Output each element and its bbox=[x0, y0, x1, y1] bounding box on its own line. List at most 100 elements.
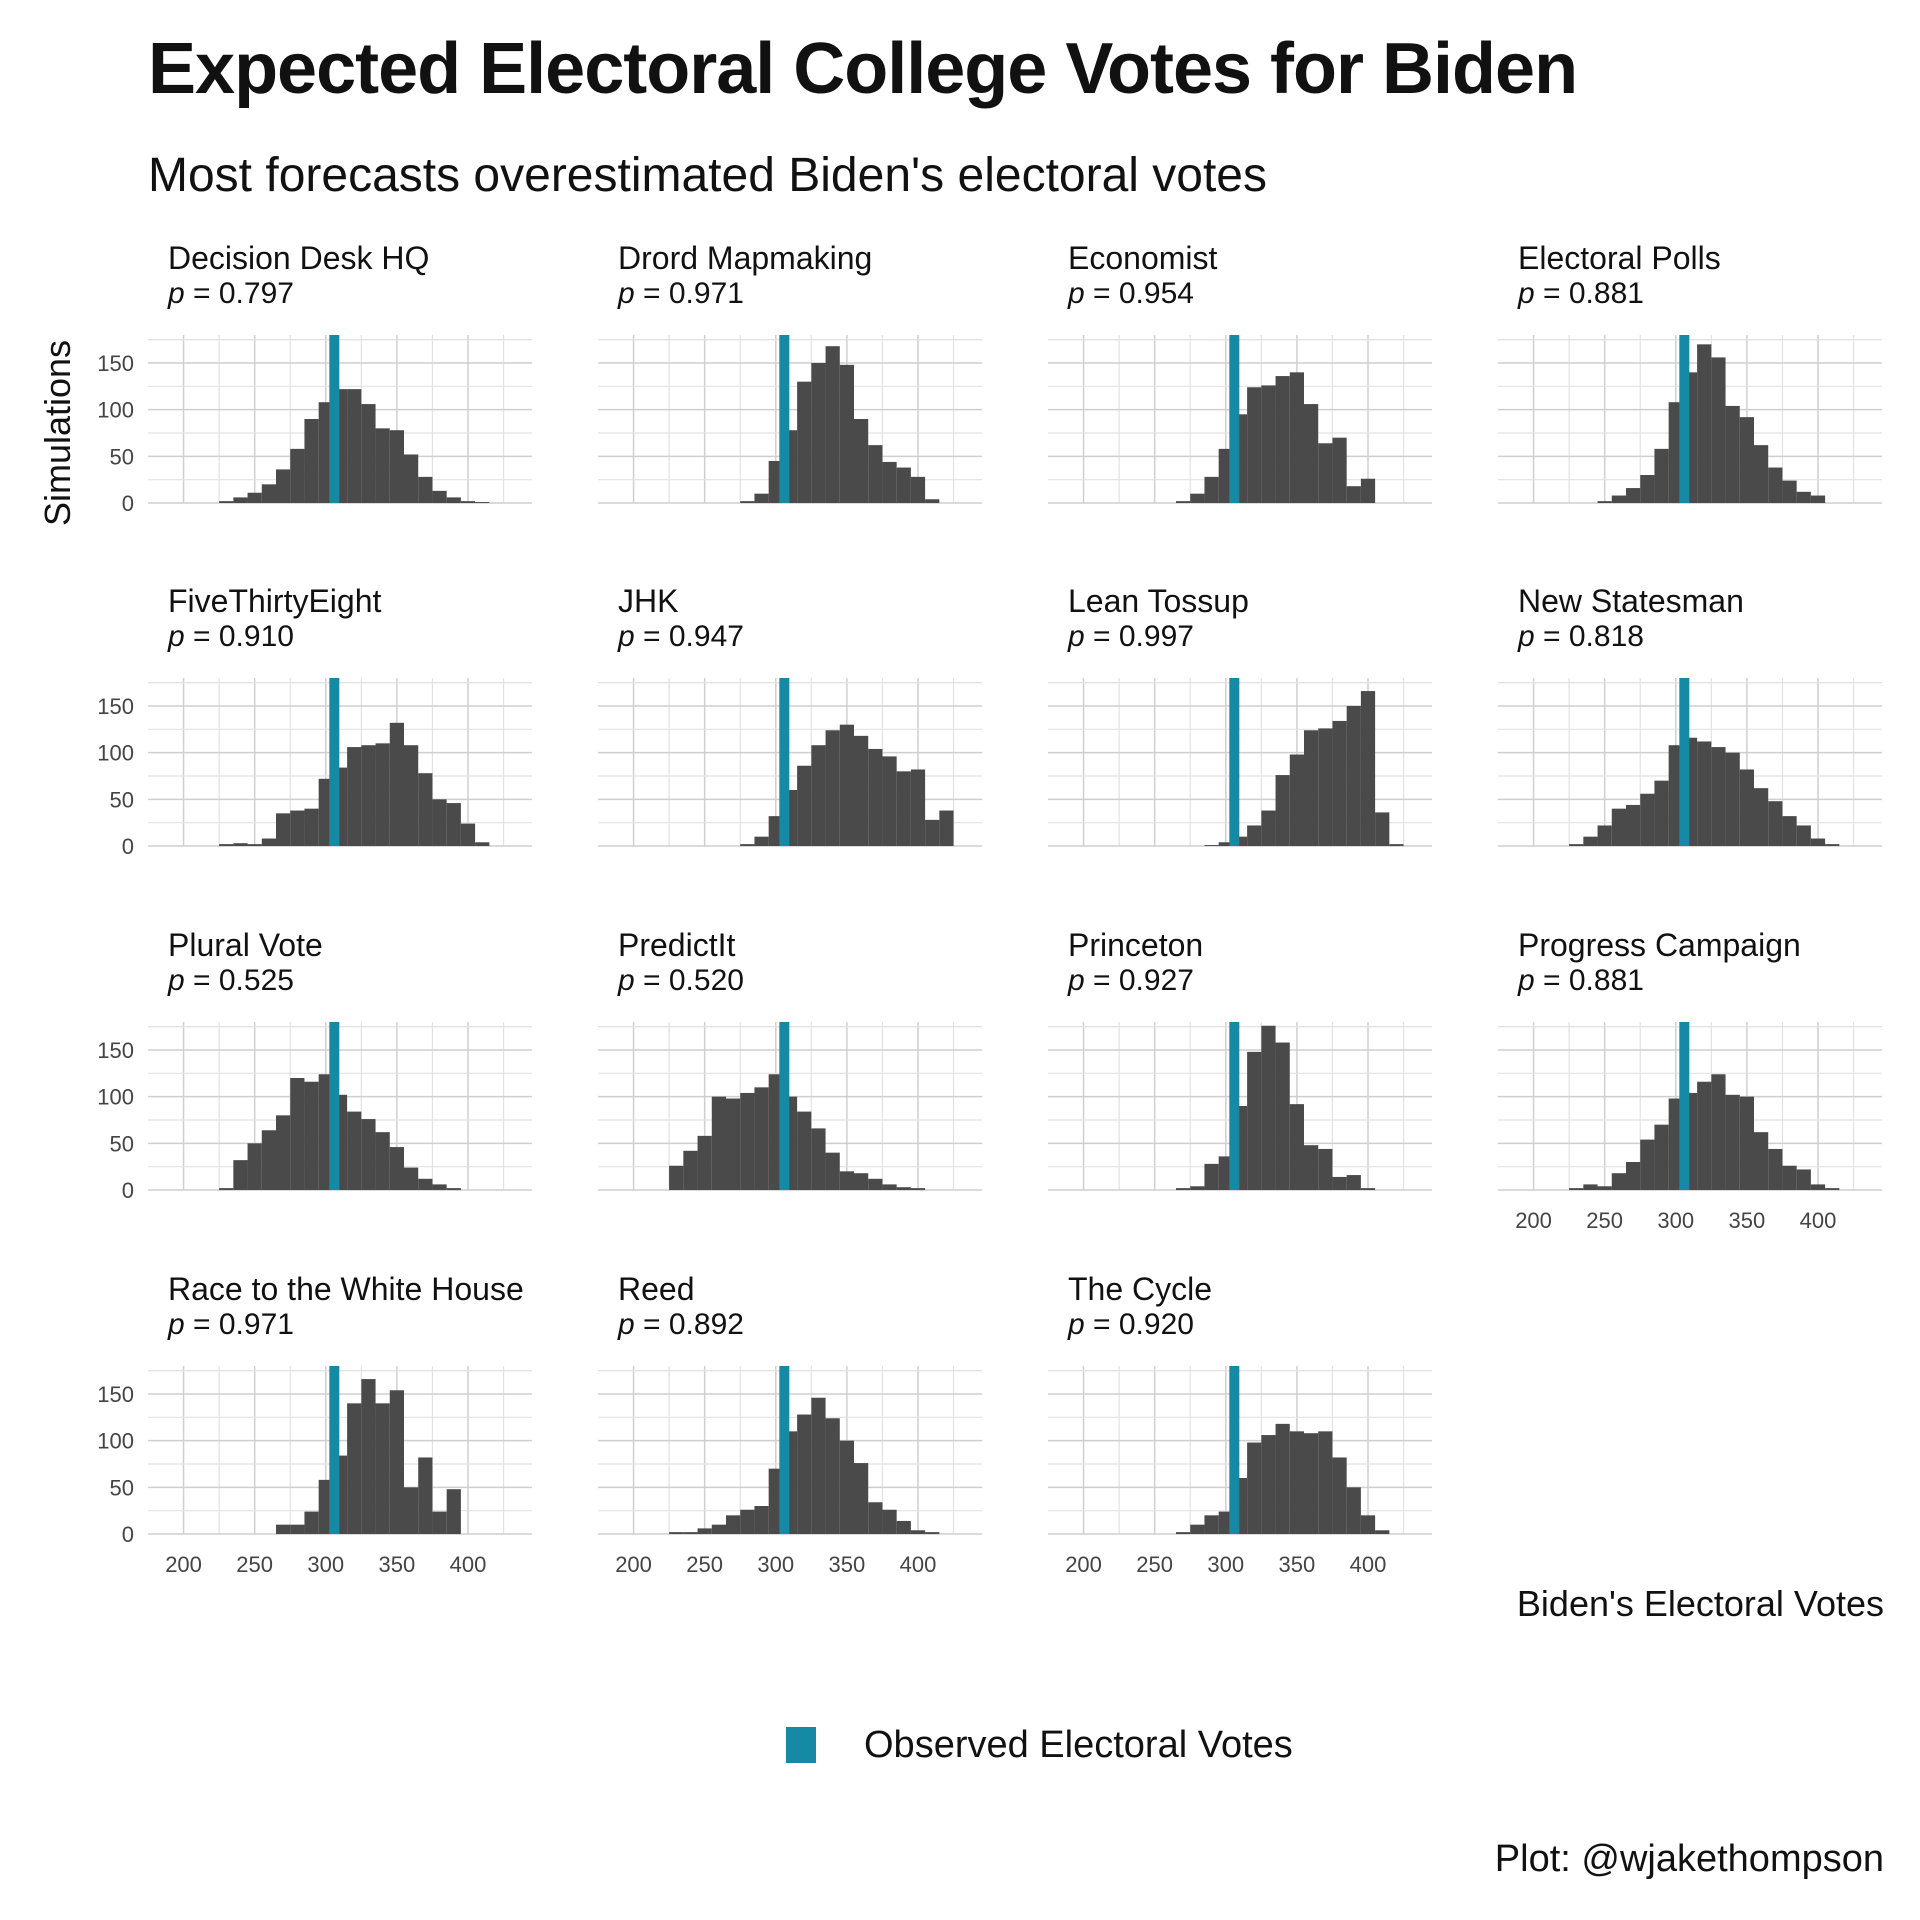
histogram-bar bbox=[868, 748, 883, 846]
y-tick-label: 150 bbox=[97, 1038, 134, 1063]
histogram-bar bbox=[1739, 769, 1754, 846]
p-value-label: p = 0.881 bbox=[1517, 964, 1644, 997]
histogram-bar bbox=[1810, 495, 1826, 503]
observed-votes-line bbox=[1679, 1022, 1690, 1190]
histogram-bar bbox=[925, 819, 940, 846]
histogram-bar bbox=[1346, 486, 1361, 503]
histogram-bar bbox=[1332, 1457, 1347, 1534]
histogram-bar bbox=[1375, 812, 1390, 846]
histogram-bar bbox=[261, 838, 276, 846]
histogram-bar bbox=[1232, 836, 1248, 846]
y-tick-label: 50 bbox=[110, 444, 134, 469]
y-tick-label: 100 bbox=[97, 741, 134, 766]
histogram-bar bbox=[389, 430, 404, 503]
histogram-bar bbox=[896, 1520, 911, 1534]
histogram-bar bbox=[726, 1098, 741, 1190]
histogram-bar bbox=[854, 1173, 869, 1190]
histogram-bar bbox=[1318, 1148, 1333, 1190]
histogram-bar bbox=[1346, 706, 1361, 846]
histogram-bar bbox=[868, 1502, 883, 1534]
histogram-bar bbox=[1640, 475, 1655, 503]
histogram-bar bbox=[1332, 1176, 1347, 1190]
histogram-bar bbox=[697, 1528, 712, 1534]
histogram-bar bbox=[1711, 357, 1726, 503]
p-value-label: p = 0.892 bbox=[617, 1308, 744, 1341]
histogram-bar bbox=[290, 448, 305, 503]
histogram-bar bbox=[347, 1403, 362, 1534]
histogram-bar bbox=[1782, 816, 1797, 846]
histogram-bar bbox=[404, 454, 419, 503]
histogram-bar bbox=[375, 1132, 390, 1190]
histogram-bar bbox=[276, 813, 291, 846]
p-value-label: p = 0.971 bbox=[617, 277, 744, 310]
x-tick-label: 200 bbox=[1065, 1552, 1102, 1577]
histogram-bar bbox=[446, 1188, 461, 1190]
x-tick-label: 400 bbox=[1800, 1208, 1837, 1233]
observed-votes-line bbox=[329, 678, 340, 846]
panel-title: Lean Tossup bbox=[1068, 583, 1249, 619]
histogram-bar bbox=[825, 346, 840, 503]
histogram-bar bbox=[1289, 1431, 1304, 1534]
panel-title: Economist bbox=[1068, 240, 1218, 276]
histogram-bar bbox=[1247, 387, 1262, 503]
histogram-bar bbox=[418, 773, 433, 846]
legend-key-observed bbox=[786, 1727, 816, 1763]
histogram-bar bbox=[1654, 780, 1669, 846]
histogram-bar bbox=[1304, 404, 1319, 503]
observed-votes-line bbox=[1229, 678, 1240, 846]
histogram-bar bbox=[740, 1509, 755, 1534]
histogram-bar bbox=[1275, 376, 1290, 503]
histogram-bar bbox=[1289, 754, 1304, 846]
histogram-bar bbox=[247, 1143, 262, 1190]
histogram-bar bbox=[1782, 480, 1797, 503]
histogram-bar bbox=[347, 389, 362, 503]
x-tick-label: 250 bbox=[1136, 1552, 1173, 1577]
histogram-bar bbox=[1640, 793, 1655, 846]
histogram-bar bbox=[1275, 1423, 1290, 1534]
histogram-bar bbox=[1569, 1188, 1584, 1190]
histogram-bar bbox=[925, 1532, 940, 1534]
x-tick-label: 400 bbox=[1350, 1552, 1387, 1577]
histogram-bar bbox=[1360, 478, 1376, 503]
histogram-bar bbox=[1375, 1530, 1390, 1534]
histogram-bar bbox=[896, 467, 911, 503]
histogram-bar bbox=[910, 769, 926, 846]
histogram-bar bbox=[1768, 1148, 1783, 1190]
histogram-bar bbox=[1304, 1145, 1319, 1190]
histogram-bar bbox=[839, 364, 854, 503]
histogram-bar bbox=[418, 1178, 433, 1190]
histogram-bar bbox=[1304, 730, 1319, 846]
histogram-bar bbox=[418, 1457, 433, 1534]
histogram-bar bbox=[1810, 1184, 1826, 1190]
histogram-bar bbox=[1204, 1515, 1219, 1534]
histogram-bar bbox=[276, 1115, 291, 1190]
observed-votes-line bbox=[329, 1366, 340, 1534]
histogram-bar bbox=[1654, 1124, 1669, 1190]
y-tick-label: 50 bbox=[110, 1131, 134, 1156]
histogram-bar bbox=[882, 461, 897, 503]
y-tick-label: 150 bbox=[97, 694, 134, 719]
histogram-bar bbox=[233, 497, 248, 503]
histogram-bar bbox=[1332, 437, 1347, 503]
observed-votes-line bbox=[779, 678, 790, 846]
histogram-bar bbox=[1796, 825, 1811, 846]
histogram-bar bbox=[797, 1414, 812, 1534]
histogram-bar bbox=[1597, 501, 1612, 503]
panel-decision-desk-hq: Decision Desk HQp = 0.797 0 50 100 150 bbox=[97, 240, 532, 516]
p-value-label: p = 0.881 bbox=[1517, 277, 1644, 310]
histogram-bar bbox=[361, 745, 376, 846]
histogram-bar bbox=[882, 1184, 897, 1190]
x-tick-label: 250 bbox=[1586, 1208, 1623, 1233]
histogram-bar bbox=[304, 1081, 319, 1190]
x-tick-label: 200 bbox=[1515, 1208, 1552, 1233]
histogram-bar bbox=[825, 1418, 840, 1534]
histogram-bar bbox=[1190, 1186, 1205, 1190]
panel-title: FiveThirtyEight bbox=[168, 583, 382, 619]
histogram-bar bbox=[304, 808, 319, 846]
histogram-bar bbox=[882, 1509, 897, 1534]
histogram-bar bbox=[754, 493, 769, 503]
